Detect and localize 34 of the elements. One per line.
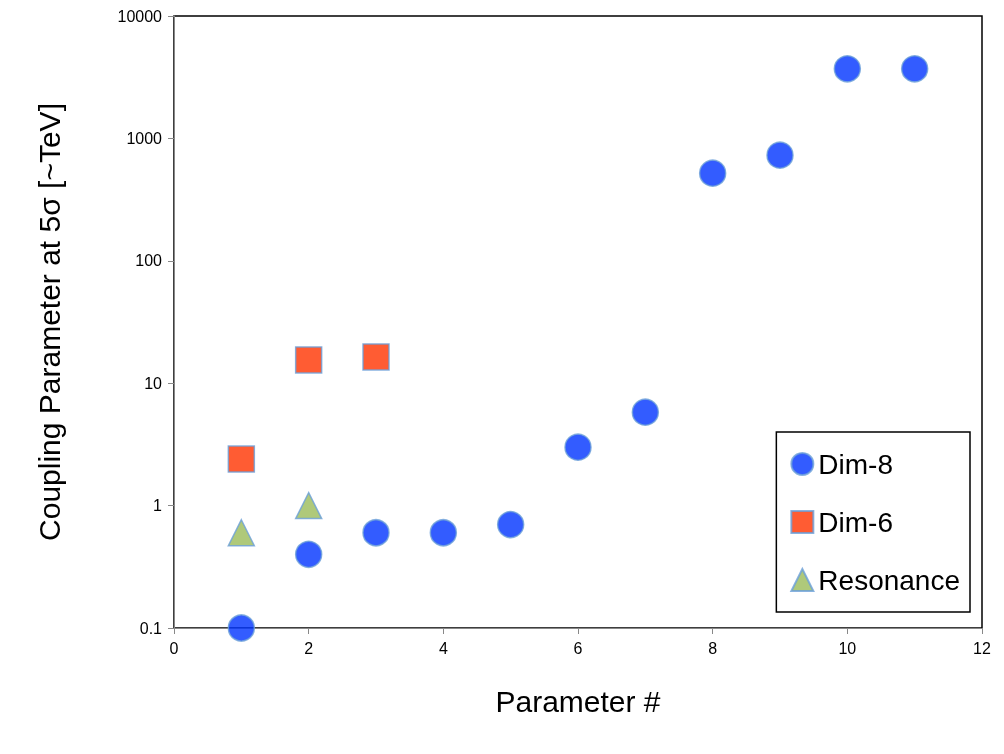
- point: [227, 519, 256, 547]
- point: [294, 491, 323, 520]
- point: [766, 141, 794, 169]
- point: [362, 519, 390, 547]
- x-tick-label: 6: [573, 639, 583, 657]
- legend-label: Dim-8: [818, 448, 894, 480]
- y-axis-title: Coupling Parameter at 5σ [~TeV]: [32, 103, 66, 541]
- point: [362, 343, 390, 371]
- x-axis-title: Parameter #: [495, 684, 661, 718]
- y-tick-label: 10: [144, 374, 163, 392]
- point: [496, 510, 525, 539]
- x-tick-label: 12: [973, 639, 991, 657]
- y-tick-label: 10000: [117, 7, 163, 25]
- x-tick-label: 4: [438, 639, 448, 657]
- x-tick-label: 8: [708, 639, 718, 657]
- x-tick-label: 2: [304, 639, 314, 657]
- point: [631, 398, 660, 426]
- x-tick-label: 0: [169, 639, 179, 657]
- point: [227, 614, 256, 642]
- point: [294, 346, 323, 374]
- point: [564, 433, 592, 461]
- point: [294, 540, 323, 569]
- point: [227, 445, 256, 473]
- y-tick-label: 1: [153, 497, 163, 515]
- legend-label: Resonance: [818, 564, 960, 596]
- y-tick-label: 1000: [126, 129, 163, 147]
- x-tick-label: 10: [838, 639, 857, 657]
- legend-label: Dim-6: [818, 506, 894, 538]
- y-tick-label: 0.1: [139, 619, 163, 637]
- point: [900, 55, 929, 83]
- point: [833, 55, 862, 83]
- y-tick-label: 100: [135, 252, 163, 270]
- point: [429, 519, 458, 547]
- point: [698, 159, 727, 187]
